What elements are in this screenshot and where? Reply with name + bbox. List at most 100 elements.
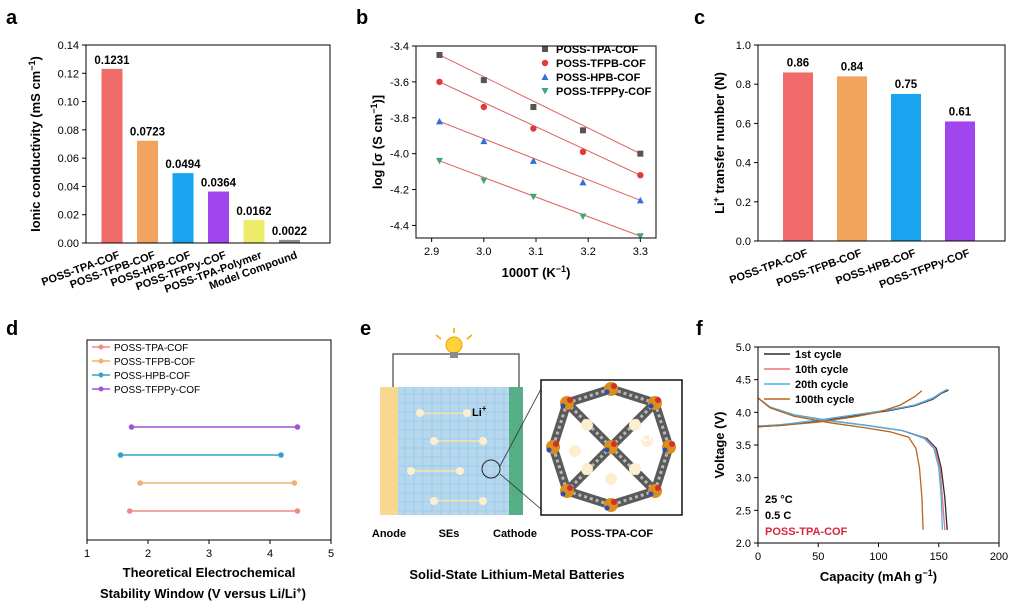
y-axis-title-b: log [σ (S cm−1)]	[369, 95, 385, 189]
cof-linker-highlight	[653, 402, 671, 448]
cof-nitrogen	[560, 491, 566, 497]
ytick-label-c: 0.4	[736, 158, 751, 170]
zoom-line-bottom	[499, 473, 542, 510]
x-axis-title-b: 1000T (K−1)	[502, 264, 571, 280]
ytick-label-f: 3.5	[736, 440, 751, 452]
cof-oxygen	[567, 485, 573, 491]
se-grid	[398, 387, 509, 515]
panel-label-c: c	[694, 7, 705, 29]
legend-marker-b	[541, 59, 549, 67]
category-label-c: POSS-TFPPy-COF	[878, 247, 972, 291]
xtick-label-b: 3.2	[581, 246, 596, 258]
cof-nitrogen	[648, 491, 654, 497]
bar-a-2	[172, 173, 194, 243]
ion-dot	[430, 437, 438, 445]
xtick-label-d: 4	[267, 548, 273, 560]
data-point-b	[636, 196, 644, 204]
cof-li-ion	[641, 435, 653, 447]
cof-oxygen	[655, 485, 661, 491]
data-point-b	[529, 193, 537, 201]
bar-value-label-a: 0.1231	[94, 55, 130, 67]
bar-c-2	[891, 94, 921, 241]
cof-li-ion	[629, 419, 641, 431]
fit-line-b	[439, 120, 641, 201]
ytick-label-c: 0.2	[736, 197, 751, 209]
panel-c-chart: 0.00.20.40.60.81.00.86POSS-TPA-COF0.84PO…	[711, 40, 1006, 291]
data-point-b	[435, 117, 443, 125]
data-point-b	[579, 127, 586, 134]
bar-value-label-a: 0.0723	[130, 127, 165, 139]
panel-a-chart: 0.000.020.040.060.080.100.120.140.1231PO…	[27, 40, 331, 296]
plot-frame-b	[415, 45, 657, 239]
bar-a-5	[279, 239, 300, 243]
ytick-label-b: -4.0	[390, 149, 409, 161]
cof-nitrogen	[662, 447, 668, 453]
panel-label-e: e	[360, 318, 371, 340]
xtick-label-b: 2.9	[424, 246, 439, 258]
data-point-b	[530, 104, 537, 111]
xtick-label-f: 100	[869, 551, 887, 563]
cof-nitrogen	[648, 403, 654, 409]
cof-linker-highlight	[610, 489, 656, 507]
data-point-b	[636, 233, 644, 240]
bar-value-label-a: 0.0494	[165, 159, 201, 171]
legend-label-d: POSS-TPA-COF	[114, 343, 188, 354]
bar-c-3	[945, 121, 975, 241]
ytick-label-b: -3.6	[390, 77, 409, 89]
window-end-d	[291, 480, 298, 486]
ytick-label-a: 0.06	[58, 153, 79, 165]
discharge-curve-f	[757, 397, 924, 530]
x-axis-title-f: Capacity (mAh g−1)	[820, 568, 937, 584]
y-axis-title-a: Ionic conductivity (mS cm−1)	[27, 56, 43, 232]
xtick-label-f: 200	[990, 551, 1008, 563]
xtick-label-f: 0	[755, 551, 761, 563]
cof-nitrogen	[546, 447, 552, 453]
cof-oxygen	[669, 441, 675, 447]
ytick-label-a: 0.04	[58, 181, 79, 193]
data-point-b	[579, 148, 587, 156]
legend-marker-d	[98, 372, 104, 378]
panel-f-chart: 2.0 2.5 3.0 3.5 4.0 4.5 5.0 0 50 100 150 200 1st cyc…	[712, 342, 1008, 584]
legend-marker-d	[98, 344, 104, 350]
cof-li-ion	[569, 445, 581, 457]
bar-a-4	[243, 220, 265, 243]
xtick-label-b: 3.3	[633, 246, 648, 258]
inset-label: POSS-TPA-COF	[571, 528, 654, 540]
ytick-label-c: 0.0	[736, 236, 751, 248]
ion-dot	[463, 409, 471, 417]
cof-linker-highlight	[566, 489, 612, 507]
legend-marker-b	[542, 46, 548, 52]
ion-dot	[430, 497, 438, 505]
window-end-d	[294, 508, 301, 514]
panel-label-d: d	[6, 318, 18, 340]
zoom-circle	[481, 459, 501, 479]
ion-dot	[479, 437, 487, 445]
charge-curve-f	[757, 390, 923, 428]
legend-label-b: POSS-TFPB-COF	[556, 58, 646, 70]
panel-label-f: f	[696, 318, 703, 340]
bar-c-0	[783, 72, 813, 241]
y-axis-title-f: Voltage (V)	[712, 412, 727, 479]
legend-label-f: 100th cycle	[795, 394, 854, 406]
legend-label-d: POSS-HPB-COF	[114, 371, 190, 382]
data-point-b	[579, 213, 587, 220]
annotation-material: POSS-TPA-COF	[765, 526, 848, 538]
bar-c-1	[837, 76, 867, 241]
anode-label: Anode	[372, 528, 406, 540]
bar-value-label-a: 0.0022	[272, 226, 307, 238]
panel-d-chart: 1 2 3 4 5 POSS-TPA-COF POSS-TFPB-COF POSS-HPB-C…	[84, 339, 334, 601]
panel-b-chart: -3.4 -3.6 -3.8 -4.0 -4.2 -4.4 2.9 3.0 3.1 3.2 3.3 P…	[369, 41, 657, 280]
se-layer	[398, 387, 509, 515]
anode-layer	[380, 387, 398, 515]
data-point-b	[637, 150, 644, 157]
cof-oxygen	[655, 397, 661, 403]
window-start-d	[117, 452, 124, 458]
bar-value-label-a: 0.0162	[236, 206, 271, 218]
cof-nitrogen	[604, 389, 610, 395]
legend-label-d: POSS-TFPPy-COF	[114, 385, 200, 396]
window-start-d	[137, 480, 143, 486]
data-point-b	[480, 177, 488, 185]
cof-li-ion	[605, 473, 617, 485]
ytick-label-c: 1.0	[736, 40, 751, 52]
